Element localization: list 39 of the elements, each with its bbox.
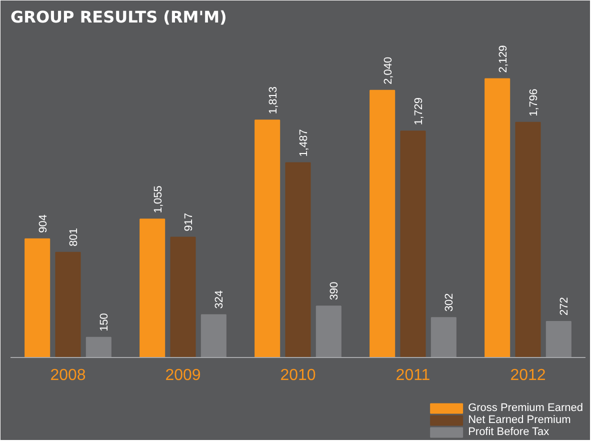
bar: [86, 336, 112, 358]
x-tick-label: 2008: [50, 367, 86, 384]
bar: [254, 120, 280, 358]
bar: [515, 122, 541, 358]
data-label: 324: [214, 290, 226, 309]
bar: [400, 130, 426, 358]
data-label: 1,055: [152, 186, 164, 214]
bar: [24, 238, 50, 358]
data-label: 302: [444, 293, 456, 312]
data-label: 2,129: [497, 45, 510, 73]
x-tick-label: 2009: [165, 367, 201, 384]
bar: [430, 317, 456, 358]
data-label: 904: [37, 214, 50, 233]
bar: [285, 162, 311, 358]
bar: [55, 252, 81, 358]
bar: [546, 320, 572, 358]
bar: [484, 78, 510, 358]
data-label: 1,796: [528, 88, 540, 116]
bar: [316, 306, 342, 358]
bar: [170, 236, 196, 358]
data-label: 390: [328, 282, 341, 300]
x-tick-label: 2011: [396, 367, 430, 384]
x-tick-label: 2012: [510, 367, 546, 384]
x-tick-label: 2010: [280, 367, 316, 384]
data-label: 272: [558, 297, 571, 316]
data-label: 1,813: [267, 86, 280, 114]
data-label: 1,729: [413, 98, 425, 126]
bar: [200, 314, 226, 358]
data-label: 801: [68, 228, 80, 246]
legend-label: Net Earned Premium: [468, 414, 571, 426]
data-label: 150: [98, 313, 111, 332]
legend-label: Profit Before Tax: [468, 426, 550, 438]
bar: [140, 218, 166, 358]
chart-title: GROUP RESULTS (RM'M): [10, 8, 227, 26]
legend-label: Gross Premium Earned: [468, 402, 583, 414]
data-label: 917: [183, 212, 195, 232]
data-label: 2,040: [382, 56, 394, 84]
bar: [370, 90, 396, 358]
data-label: 1,487: [298, 129, 310, 157]
